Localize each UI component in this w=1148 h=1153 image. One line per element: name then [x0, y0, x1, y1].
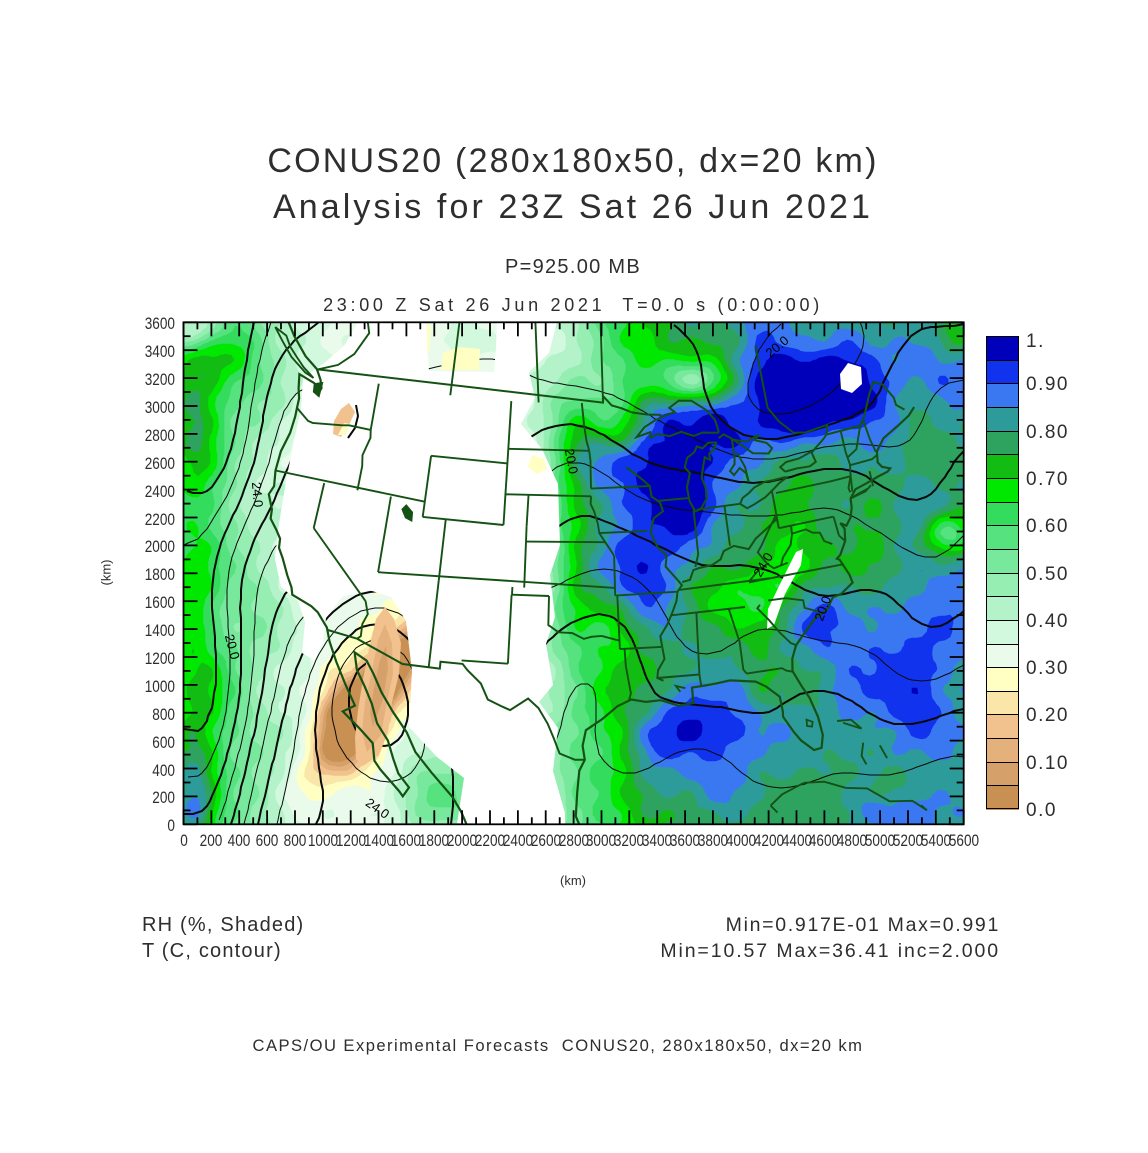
- svg-text:20.0: 20.0: [562, 447, 581, 475]
- svg-text:20.0: 20.0: [222, 633, 243, 661]
- svg-text:24.0: 24.0: [249, 481, 266, 508]
